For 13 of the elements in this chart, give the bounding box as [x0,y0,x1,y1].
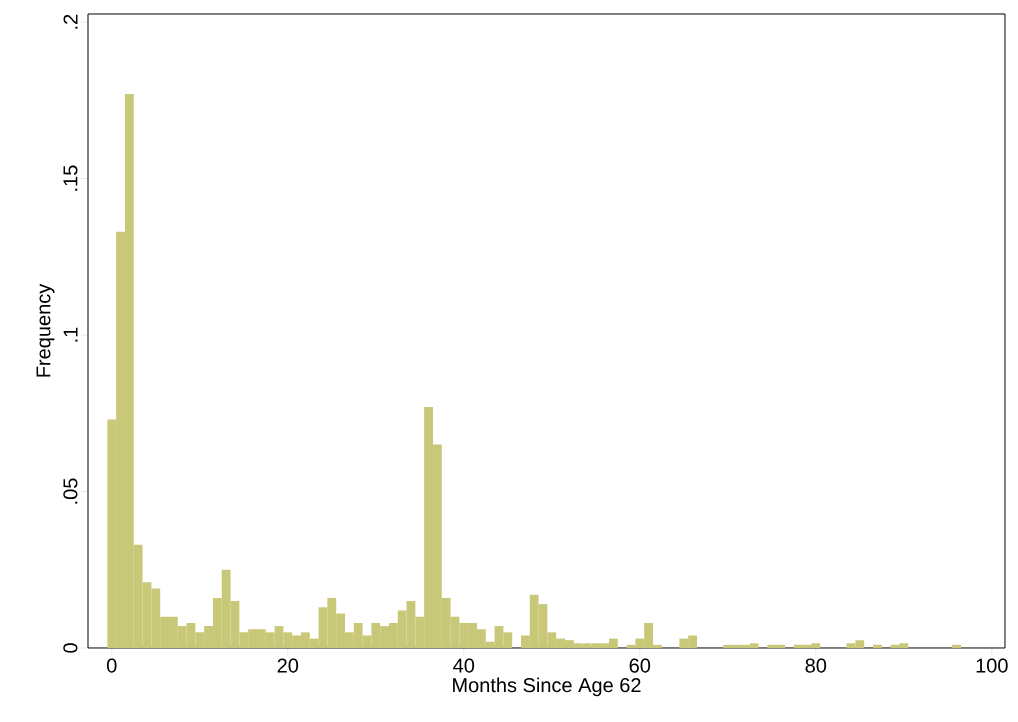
y-axis-title: Frequency [36,283,55,377]
y-tick-label: .05 [63,478,78,504]
y-tick-label: .2 [63,14,78,29]
x-tick-label: 20 [277,658,299,673]
x-tick-label: 60 [629,658,651,673]
y-tick-label: 0 [63,643,78,653]
x-tick-label: 100 [976,658,1008,673]
x-axis-title: Months Since Age 62 [453,677,641,697]
y-tick-label: .1 [63,327,78,342]
y-tick-label: .15 [63,165,78,191]
x-tick-label: 80 [805,658,827,673]
x-tick-label: 0 [106,658,117,673]
x-tick-label: 40 [453,658,475,673]
